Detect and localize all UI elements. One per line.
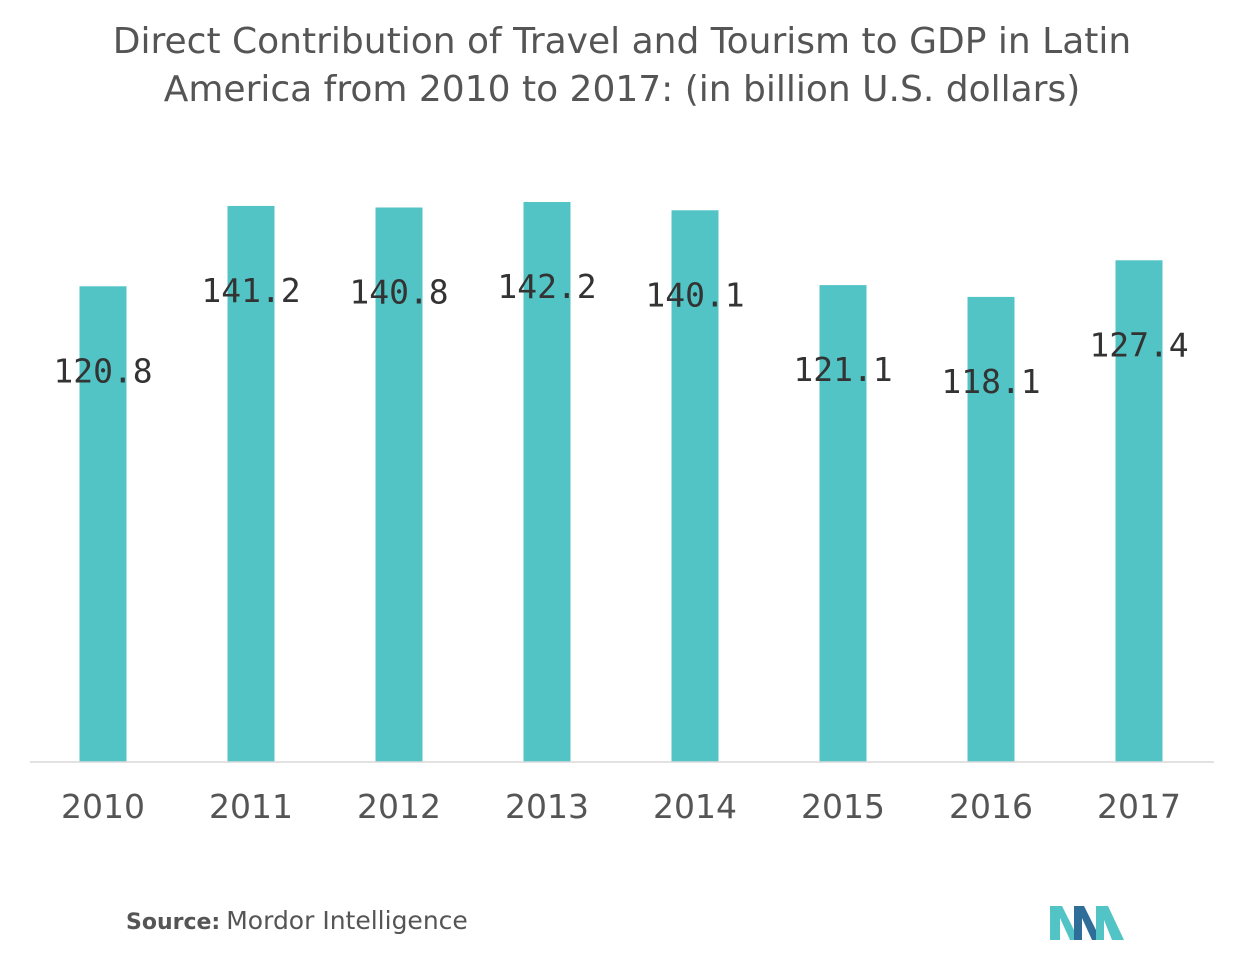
- data-label-2011: 141.2: [201, 271, 300, 310]
- chart-title: Direct Contribution of Travel and Touris…: [112, 21, 1132, 110]
- x-tick-label-2015: 2015: [801, 787, 885, 826]
- x-tick-label-2016: 2016: [949, 787, 1033, 826]
- bar-2010: [79, 286, 127, 762]
- data-label-2010: 120.8: [53, 351, 152, 390]
- x-tick-labels-group: 2010 2011 2012 2013 2014 2015 2016 2017: [61, 787, 1181, 826]
- bar-2013: [523, 202, 571, 762]
- source-label: Source:: [126, 910, 221, 935]
- data-labels-group: 120.8 141.2 140.8 142.2 140.1 121.1 118.1 127.4: [53, 267, 1188, 401]
- x-tick-label-2013: 2013: [505, 787, 589, 826]
- x-tick-label-2011: 2011: [209, 787, 293, 826]
- data-label-2014: 140.1: [645, 275, 744, 314]
- data-label-2012: 140.8: [349, 273, 448, 312]
- bar-2015: [819, 285, 867, 762]
- bar-2017: [1115, 260, 1163, 762]
- data-label-2015: 121.1: [793, 350, 892, 389]
- bar-2012: [375, 207, 423, 762]
- data-label-2017: 127.4: [1089, 325, 1188, 364]
- x-tick-label-2014: 2014: [653, 787, 737, 826]
- source-text: Mordor Intelligence: [226, 906, 468, 935]
- x-tick-label-2017: 2017: [1097, 787, 1181, 826]
- data-label-2016: 118.1: [941, 362, 1040, 401]
- x-tick-label-2012: 2012: [357, 787, 441, 826]
- bar-2016: [967, 296, 1015, 762]
- bar-2011: [227, 205, 275, 762]
- bar-2014: [671, 210, 719, 763]
- source-note: Source: Mordor Intelligence: [126, 906, 468, 935]
- bars-group: [79, 202, 1163, 763]
- mordor-intelligence-logo-icon: [1050, 906, 1124, 940]
- x-tick-label-2010: 2010: [61, 787, 145, 826]
- data-label-2013: 142.2: [497, 267, 596, 306]
